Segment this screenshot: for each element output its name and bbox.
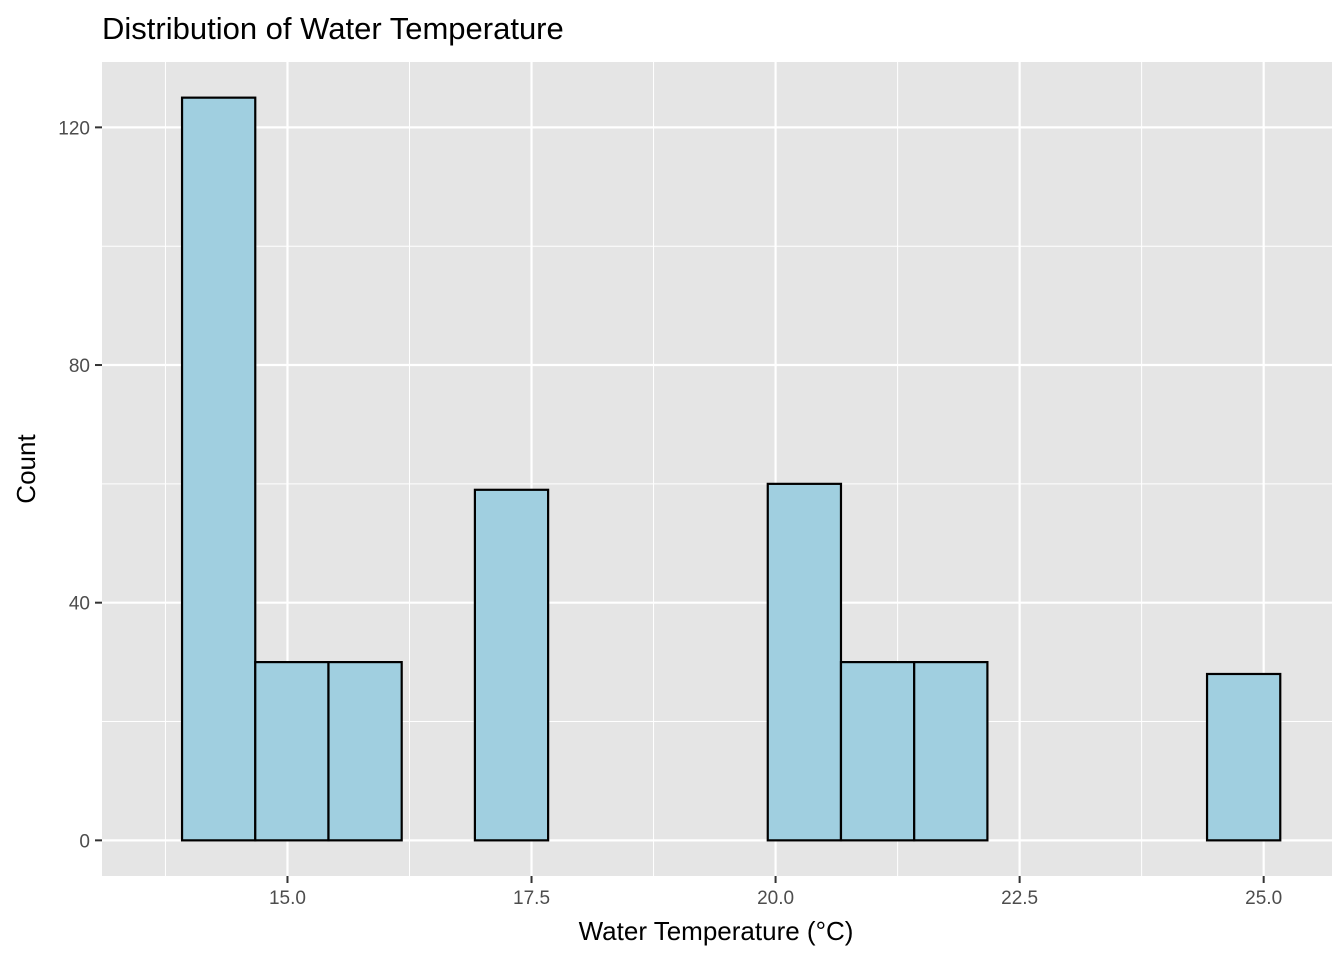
histogram-bar (913, 661, 989, 842)
y-tick-label: 40 (69, 594, 90, 615)
y-axis: 0 40 80 120 (58, 118, 102, 852)
histogram-bars (180, 96, 1282, 842)
histogram-bar (473, 488, 550, 842)
x-tick-label: 17.5 (513, 888, 550, 909)
x-axis: 15.0 17.5 20.0 22.5 25.0 (269, 876, 1282, 909)
x-tick-label: 15.0 (269, 888, 306, 909)
chart-title: Distribution of Water Temperature (102, 11, 564, 46)
y-tick-label: 120 (58, 118, 90, 139)
histogram-bar (180, 96, 257, 842)
x-axis-title: Water Temperature (°C) (579, 916, 854, 946)
histogram-bar (254, 661, 330, 842)
histogram-bar (1205, 672, 1282, 842)
minor-gridlines (102, 62, 1332, 876)
x-tick-label: 25.0 (1245, 888, 1282, 909)
x-tick-label: 20.0 (757, 888, 794, 909)
histogram-bar (839, 661, 916, 842)
histogram-bar (766, 482, 843, 842)
histogram-bar (327, 661, 403, 842)
y-axis-title: Count (11, 434, 41, 504)
y-tick-label: 0 (79, 831, 90, 852)
y-tick-label: 80 (69, 356, 90, 377)
x-tick-label: 22.5 (1001, 888, 1038, 909)
